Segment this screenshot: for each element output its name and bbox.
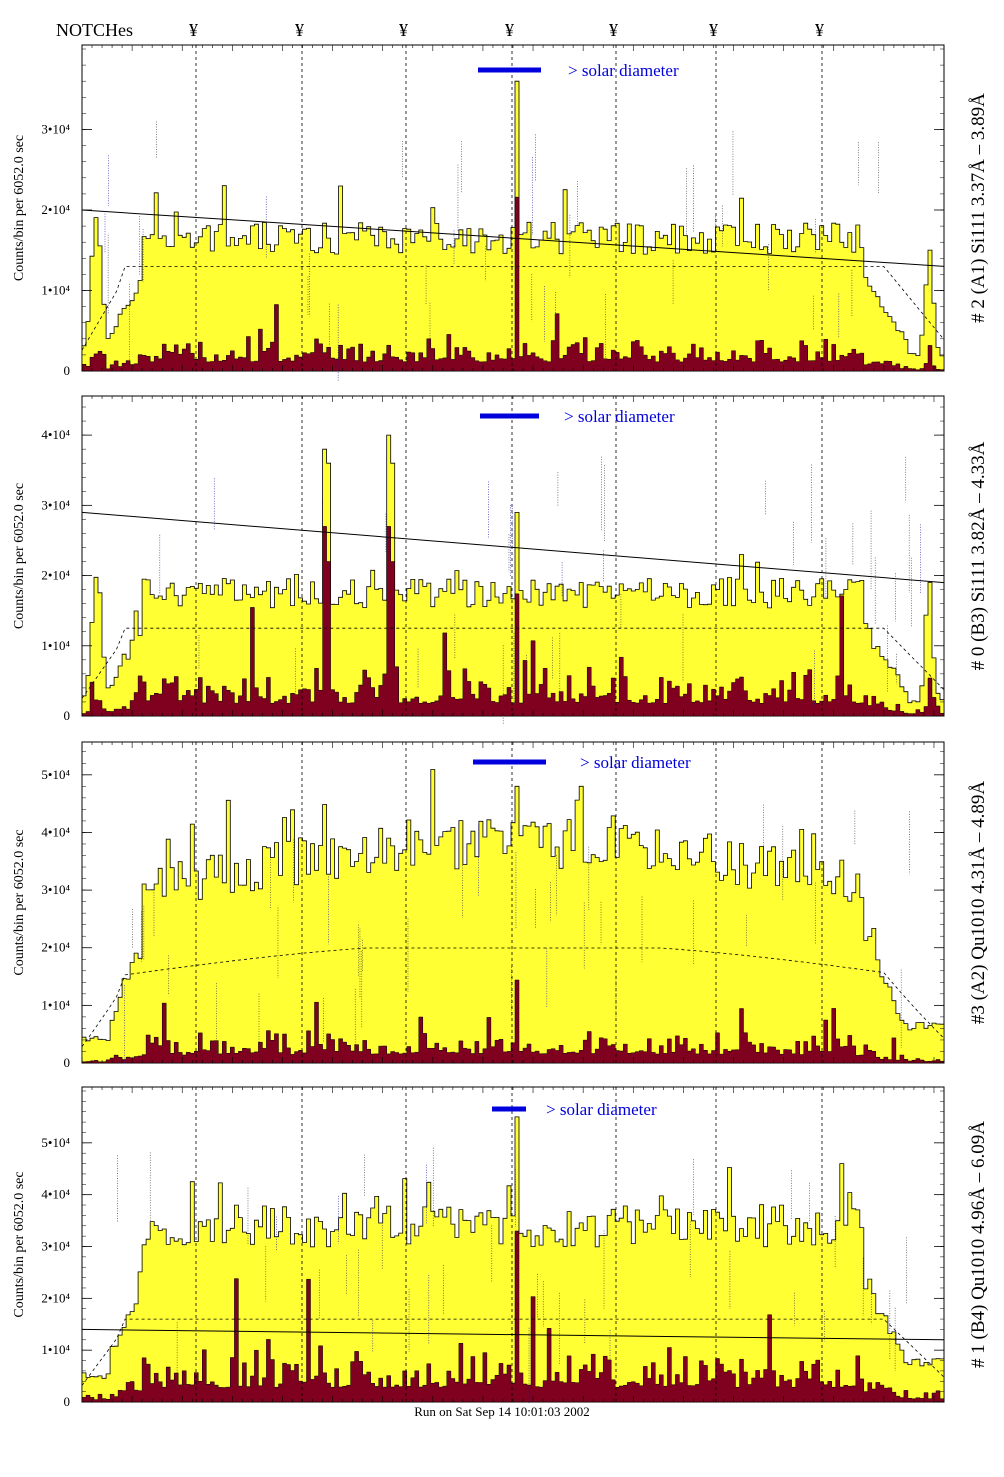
- panel-0: 0 1•10⁴ 2•10⁴ 3•10⁴ Counts/bin per 6052.0 se…: [12, 44, 989, 382]
- y-tick-label: 0: [64, 1394, 71, 1409]
- y-axis-label: Counts/bin per 6052.0 sec: [12, 483, 27, 629]
- trend-line: [81, 209, 945, 267]
- y-tick-label: 1•10⁴: [41, 1342, 70, 1357]
- panel-label: # 0 (B3) Si111 3.82Å – 4.33Å: [968, 441, 989, 670]
- lines-histogram: [81, 196, 945, 372]
- notches-label: NOTCHes: [56, 20, 133, 40]
- model-curve: [81, 1318, 945, 1386]
- panel-label: # 2 (A1) Si111 3.37Å – 3.89Å: [968, 93, 989, 323]
- lines-histogram: [81, 979, 945, 1064]
- counts-histogram: [81, 769, 945, 1064]
- y-tick-label: 1•10⁴: [41, 283, 70, 298]
- y-tick-label: 2•10⁴: [41, 202, 70, 217]
- legend-label: > solar diameter: [580, 753, 691, 772]
- trend-line: [81, 511, 945, 584]
- legend-label: > solar diameter: [546, 1100, 657, 1119]
- y-tick-label: 2•10⁴: [41, 568, 70, 583]
- lines-histogram: [81, 526, 945, 717]
- legend-label: > solar diameter: [564, 407, 675, 426]
- y-tick-label: 3•10⁴: [41, 497, 70, 512]
- model-curve: [81, 266, 945, 351]
- panel-label: #3 (A2) Qu1010 4.31Å – 4.89Å: [968, 781, 989, 1025]
- run-timestamp: Run on Sat Sep 14 10:01:03 2002: [414, 1404, 590, 1419]
- y-tick-label: 3•10⁴: [41, 882, 70, 897]
- panel-2: 0 1•10⁴ 2•10⁴ 3•10⁴ 4•10⁴ 5•10⁴ Counts/bin per…: [12, 741, 989, 1070]
- y-tick-label: 5•10⁴: [41, 1135, 70, 1150]
- y-tick-label: 2•10⁴: [41, 940, 70, 955]
- panel-1: 0 1•10⁴ 2•10⁴ 3•10⁴ 4•10⁴ Counts/bin per 6052…: [12, 395, 989, 725]
- model-curve: [81, 627, 945, 699]
- panel-label: # 1 (B4) Qu1010 4.96Å – 6.09Å: [968, 1121, 989, 1368]
- y-tick-label: 2•10⁴: [41, 1290, 70, 1305]
- y-axis-label: Counts/bin per 6052.0 sec: [12, 1171, 27, 1317]
- notch-marker-5: ¥: [709, 20, 718, 40]
- y-tick-label: 4•10⁴: [41, 1187, 70, 1202]
- y-tick-label: 4•10⁴: [41, 824, 70, 839]
- y-axis-label: Counts/bin per 6052.0 sec: [12, 135, 27, 281]
- trend-line: [81, 1328, 945, 1341]
- legend-label: > solar diameter: [568, 61, 679, 80]
- notch-marker-4: ¥: [609, 20, 618, 40]
- y-tick-label: 1•10⁴: [41, 638, 70, 653]
- y-tick-label: 3•10⁴: [41, 1239, 70, 1254]
- lines-histogram: [81, 1230, 945, 1403]
- y-tick-label: 4•10⁴: [41, 427, 70, 442]
- y-tick-label: 0: [64, 363, 71, 378]
- notch-marker-3: ¥: [505, 20, 514, 40]
- notch-marker-0: ¥: [189, 20, 198, 40]
- notch-marker-6: ¥: [815, 20, 824, 40]
- panel-3: 0 1•10⁴ 2•10⁴ 3•10⁴ 4•10⁴ 5•10⁴ Counts/bin per…: [12, 1086, 989, 1409]
- y-tick-label: 0: [64, 708, 71, 723]
- y-tick-label: 5•10⁴: [41, 767, 70, 782]
- notch-marker-1: ¥: [295, 20, 304, 40]
- y-tick-label: 3•10⁴: [41, 122, 70, 137]
- counts-histogram: [81, 1116, 945, 1403]
- y-tick-label: 1•10⁴: [41, 997, 70, 1012]
- y-tick-label: 0: [64, 1055, 71, 1070]
- notch-marker-2: ¥: [399, 20, 408, 40]
- y-axis-label: Counts/bin per 6052.0 sec: [12, 829, 27, 975]
